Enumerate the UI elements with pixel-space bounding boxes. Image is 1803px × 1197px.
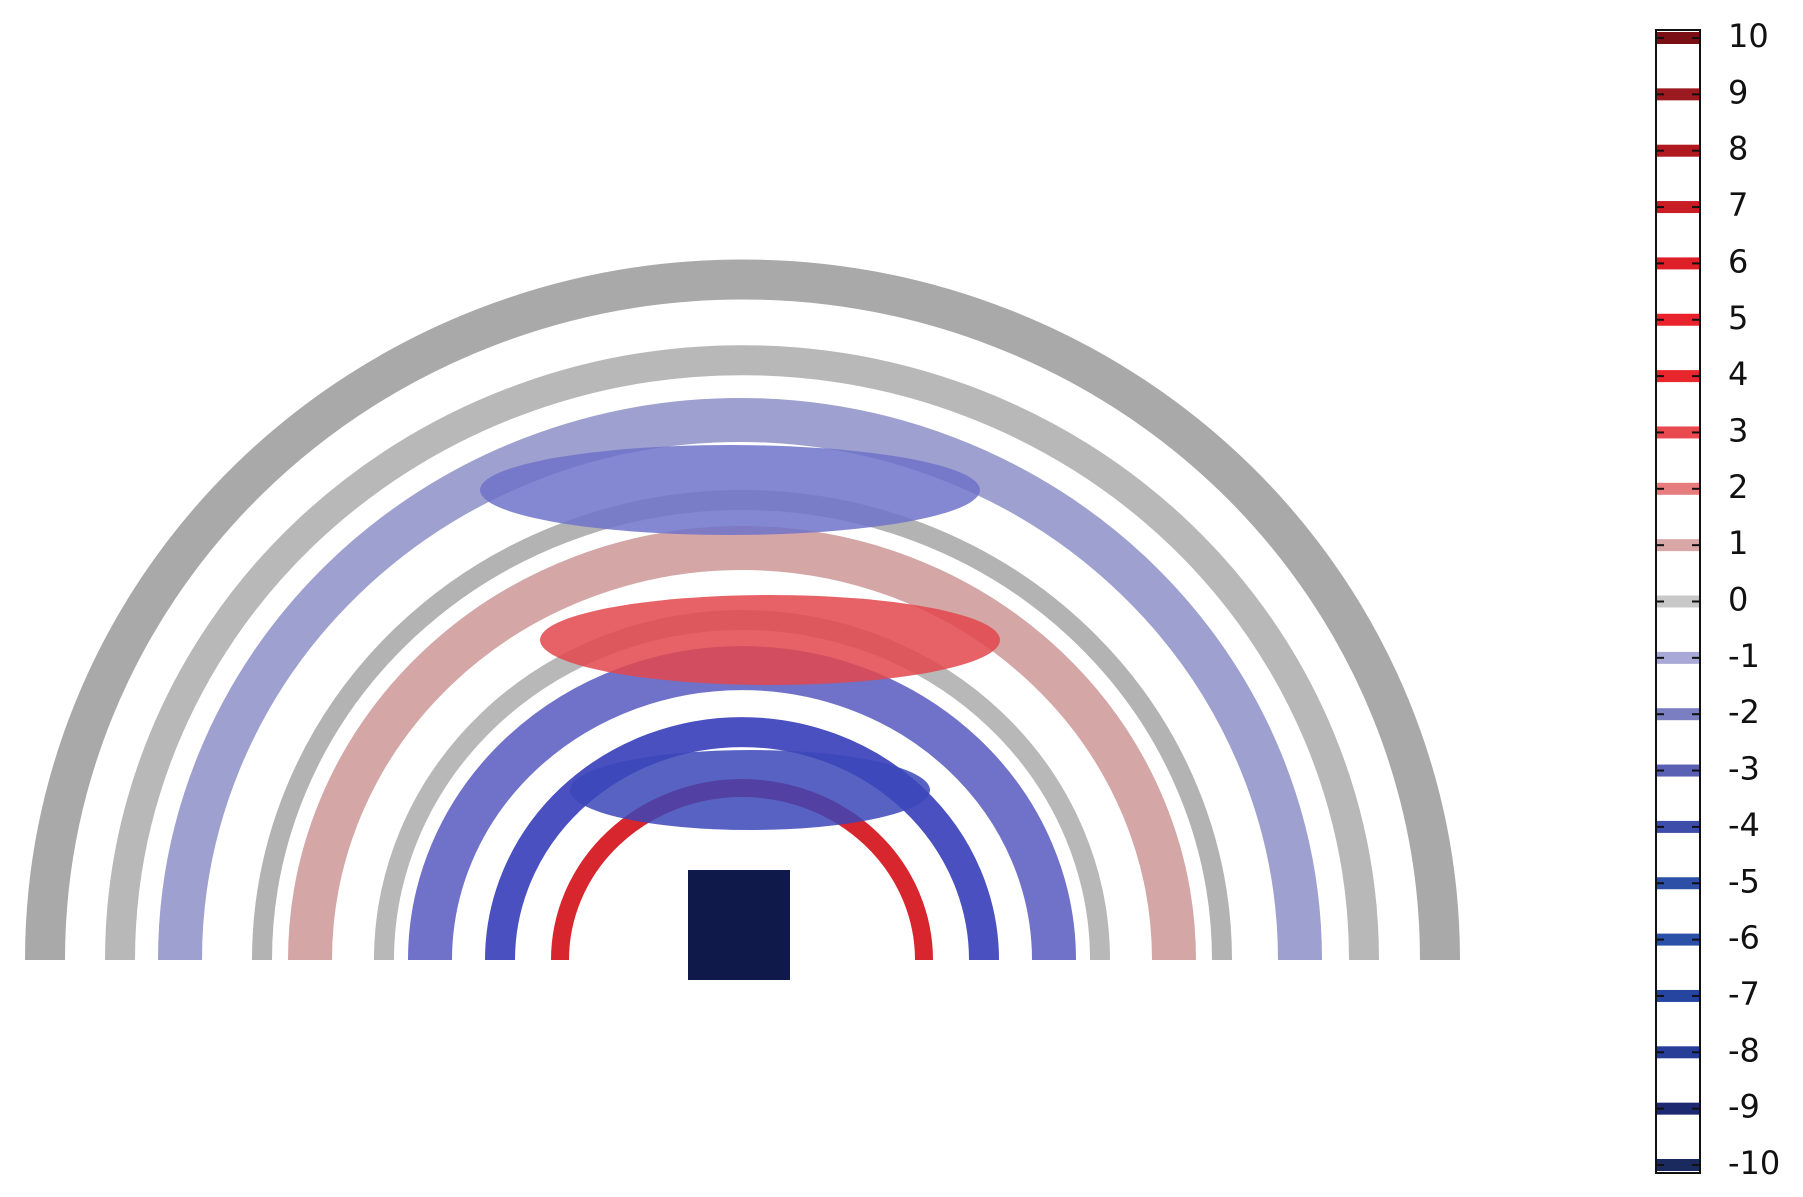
blob [570, 750, 930, 830]
colorbar-level [1657, 820, 1699, 833]
colorbar-level [1657, 257, 1699, 270]
colorbar-tick-label: -4 [1728, 806, 1760, 844]
colorbar-level [1657, 708, 1699, 721]
colorbar-level [1657, 877, 1699, 890]
shell [288, 526, 1196, 961]
blob [540, 595, 1000, 685]
colorbar-level [1657, 539, 1699, 552]
colorbar-tick-label: 5 [1728, 299, 1748, 337]
colorbar-level [1657, 764, 1699, 777]
colorbar-tick-label: 8 [1728, 130, 1748, 168]
colorbar-level [1657, 482, 1699, 495]
colorbar-level [1657, 651, 1699, 664]
colorbar-tick-label: -1 [1728, 637, 1760, 675]
cylinder [688, 870, 790, 980]
blob [480, 445, 980, 535]
colorbar-tick-label: 4 [1728, 355, 1748, 393]
colorbar-tick-label: 2 [1728, 468, 1748, 506]
colorbar-tick-label: -5 [1728, 862, 1760, 900]
colorbar-tick-label: -8 [1728, 1031, 1760, 1069]
colorbar-level [1657, 1046, 1699, 1059]
colorbar-level [1657, 989, 1699, 1002]
colorbar-level [1657, 313, 1699, 326]
colorbar-level [1657, 144, 1699, 157]
colorbar-tick-label: 9 [1728, 73, 1748, 111]
colorbar-level [1657, 370, 1699, 383]
shell [105, 345, 1379, 961]
colorbar-tick-label: -6 [1728, 919, 1760, 957]
colorbar-tick-label: -10 [1728, 1144, 1780, 1182]
colorbar-level [1657, 88, 1699, 101]
colorbar-tick-label: -3 [1728, 750, 1760, 788]
colorbar-tick-label: -7 [1728, 975, 1760, 1013]
colorbar-level [1657, 32, 1699, 44]
colorbar-tick-label: 7 [1728, 186, 1748, 224]
colorbar-level [1657, 426, 1699, 439]
shell [158, 398, 1322, 961]
shell [485, 717, 999, 961]
shell [25, 259, 1460, 961]
isosurfaces [25, 259, 1460, 980]
colorbar-tick-label: 0 [1728, 581, 1748, 619]
colorbar-tick-label: 10 [1728, 17, 1769, 55]
colorbar-tick-label: 6 [1728, 242, 1748, 280]
colorbar-tick-label: -2 [1728, 693, 1760, 731]
colorbar-level [1657, 1102, 1699, 1115]
colorbar-level [1657, 1159, 1699, 1171]
colorbar-level [1657, 201, 1699, 214]
colorbar-tick-label: -9 [1728, 1088, 1760, 1126]
colorbar-tick-label: 3 [1728, 411, 1748, 449]
colorbar-level [1657, 595, 1699, 608]
colorbar-tick-label: 1 [1728, 524, 1748, 562]
colorbar-level [1657, 933, 1699, 946]
